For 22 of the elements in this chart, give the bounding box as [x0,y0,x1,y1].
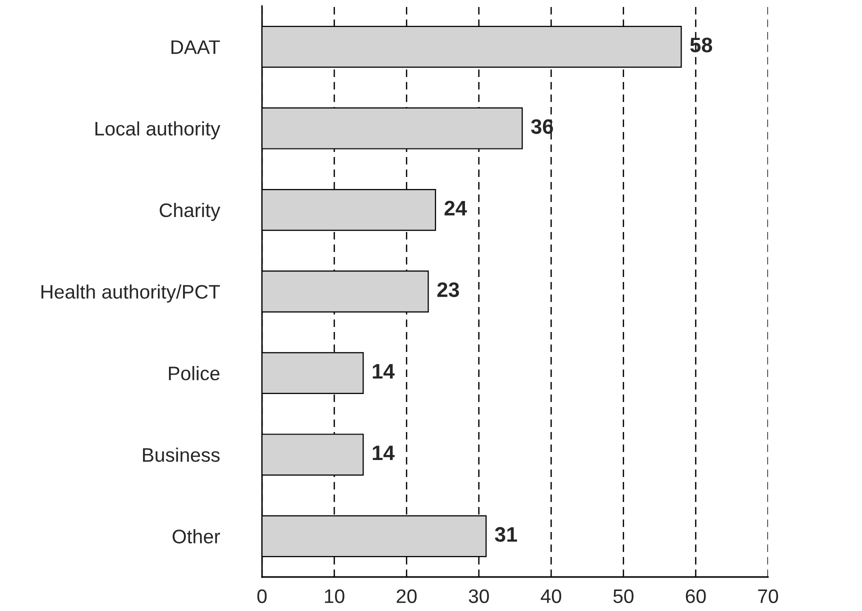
y-tick-label: Police [168,366,220,380]
x-tick-label: 20 [396,589,417,604]
y-tick-label: Business [143,448,220,462]
x-tick-label: 30 [468,589,489,604]
x-tick-label: 50 [613,589,634,604]
x-tick-label: 70 [758,589,778,604]
data-label: 23 [437,282,460,298]
data-label: 31 [494,527,518,542]
data-label: 58 [690,38,712,52]
x-tick-label: 60 [686,589,706,604]
data-label: 14 [372,364,395,378]
data-label: 24 [444,200,467,216]
x-tick-label: 40 [540,589,562,604]
y-tick-label: Local authority [95,121,220,140]
x-tick-label: 0 [257,589,267,604]
y-tick-label: DAAT [172,40,220,54]
data-label: 36 [531,119,553,134]
x-tick-label: 10 [324,589,344,604]
data-label: 14 [372,446,395,460]
y-tick-label: Other [172,529,220,544]
y-tick-label: Charity [160,202,220,222]
y-tick-label: Health authority/PCT [41,284,220,303]
